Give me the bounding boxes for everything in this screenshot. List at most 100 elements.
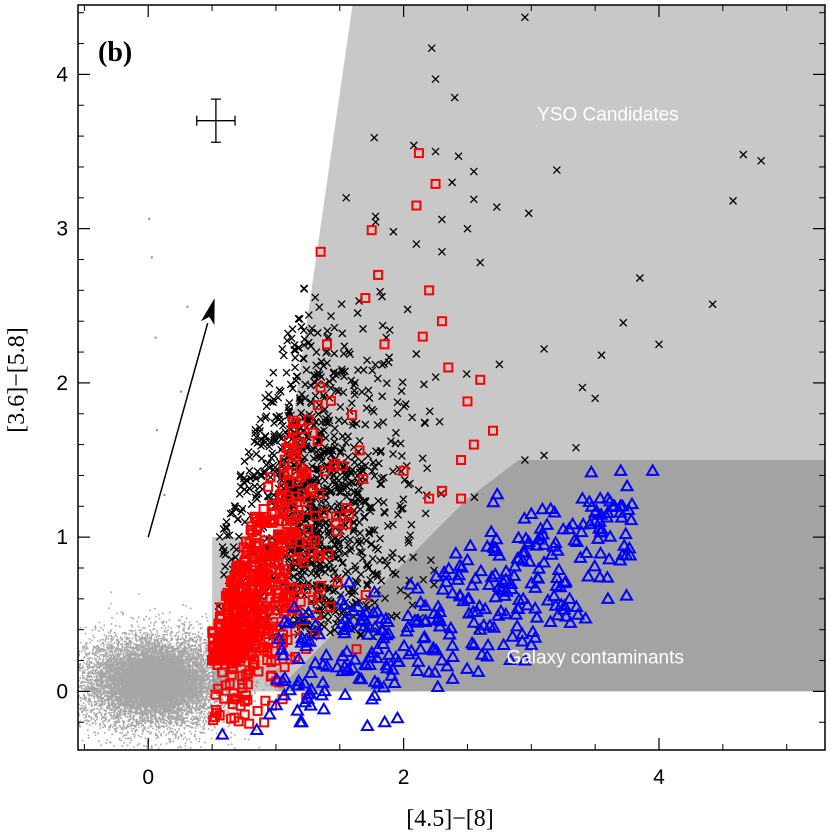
triangle-marker	[488, 589, 503, 603]
x-marker	[377, 480, 386, 489]
triangle-marker	[511, 601, 526, 615]
square-marker	[302, 524, 313, 535]
triangle-marker	[451, 567, 467, 581]
x-marker	[397, 555, 406, 563]
triangle-marker	[436, 564, 452, 578]
x-marker	[310, 563, 319, 572]
x-marker	[297, 390, 306, 399]
x-marker	[256, 415, 265, 424]
square-marker	[283, 591, 294, 602]
triangle-marker	[593, 545, 608, 559]
x-marker	[408, 601, 417, 610]
x-marker	[301, 412, 310, 421]
x-marker	[330, 323, 339, 332]
x-marker	[321, 568, 330, 577]
x-marker	[327, 312, 335, 320]
square-marker	[224, 678, 235, 689]
triangle-marker	[308, 617, 323, 631]
x-marker	[469, 195, 478, 204]
x-marker	[300, 335, 309, 344]
square-marker	[332, 577, 343, 588]
x-marker	[312, 361, 321, 370]
triangle-marker	[540, 592, 556, 606]
triangle-marker	[480, 637, 496, 651]
triangle-marker	[426, 640, 441, 654]
x-marker	[470, 493, 479, 502]
triangle-marker	[303, 665, 319, 678]
triangle-marker	[319, 659, 335, 672]
x-marker	[419, 575, 428, 584]
x-marker	[409, 553, 418, 562]
region-0	[212, 5, 825, 692]
square-marker	[260, 555, 271, 566]
x-marker	[284, 403, 293, 412]
x-marker	[364, 451, 373, 460]
triangle-marker	[315, 657, 331, 670]
triangle-marker	[464, 578, 480, 591]
square-marker	[265, 472, 276, 483]
x-marker	[230, 502, 239, 511]
x-marker	[355, 539, 364, 548]
x-axis-title: [4.5]−[8]	[406, 806, 494, 832]
square-marker	[245, 584, 256, 595]
triangle-marker	[582, 516, 598, 530]
triangle-marker	[473, 563, 489, 577]
x-marker	[347, 376, 356, 385]
x-marker	[269, 368, 278, 377]
square-marker	[279, 503, 290, 514]
x-marker	[406, 531, 415, 540]
square-marker	[318, 508, 329, 519]
square-marker	[251, 632, 262, 643]
x-marker	[251, 471, 259, 480]
triangle-marker	[489, 486, 505, 500]
triangle-marker	[274, 642, 290, 655]
square-marker	[268, 514, 279, 525]
triangle-marker	[303, 698, 318, 711]
square-marker	[475, 374, 486, 385]
square-marker	[229, 694, 240, 705]
x-marker	[359, 365, 368, 374]
triangle-marker	[524, 575, 539, 589]
triangle-marker	[554, 597, 569, 610]
square-marker	[298, 557, 309, 568]
triangle-marker	[337, 687, 353, 700]
overlay-layer	[147, 98, 236, 538]
triangle-marker	[563, 615, 578, 628]
triangle-marker	[396, 638, 412, 652]
triangle-marker	[381, 625, 396, 639]
square-marker	[398, 465, 409, 476]
triangle-marker	[592, 569, 608, 583]
x-marker	[334, 416, 343, 425]
square-marker	[322, 339, 332, 350]
square-marker	[239, 567, 250, 578]
triangle-marker	[509, 618, 525, 632]
x-marker	[348, 587, 357, 596]
triangle-marker	[294, 611, 309, 625]
triangle-marker	[481, 577, 497, 590]
square-marker	[252, 705, 263, 716]
square-marker	[430, 178, 441, 189]
triangle-marker	[380, 614, 396, 627]
x-marker	[257, 454, 266, 463]
triangle-marker	[557, 598, 572, 611]
square-marker	[292, 476, 303, 487]
square-marker	[325, 601, 336, 612]
x-marker	[253, 439, 262, 447]
x-marker	[419, 380, 428, 389]
x-marker	[524, 209, 533, 218]
triangle-marker	[319, 647, 334, 661]
x-marker	[283, 336, 292, 345]
x-marker	[338, 558, 347, 567]
triangle-marker	[601, 551, 617, 565]
square-marker	[232, 620, 243, 631]
triangle-marker	[361, 627, 376, 640]
x-marker	[370, 133, 379, 142]
triangle-marker	[301, 605, 316, 618]
square-marker	[230, 580, 241, 591]
x-marker	[215, 532, 224, 541]
x-marker	[355, 464, 364, 473]
triangle-marker	[504, 581, 519, 595]
x-marker	[396, 439, 405, 448]
x-marker	[288, 384, 297, 393]
y-tick-label: 0	[56, 680, 68, 703]
